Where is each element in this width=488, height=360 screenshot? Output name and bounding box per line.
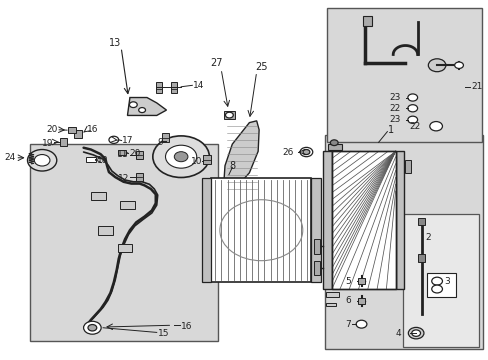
Bar [118, 150, 126, 155]
Text: 14: 14 [193, 81, 204, 90]
Bar [417, 253, 425, 262]
Text: 8: 8 [229, 161, 235, 171]
Bar [426, 273, 455, 297]
Bar [136, 173, 143, 181]
Text: 2: 2 [424, 233, 429, 242]
Bar [313, 261, 319, 275]
Bar [405, 160, 410, 173]
Circle shape [407, 94, 417, 101]
Text: 15: 15 [158, 329, 169, 338]
Bar [357, 298, 365, 304]
Text: 26: 26 [281, 148, 293, 157]
Bar [201, 178, 211, 282]
Bar [357, 278, 365, 284]
Text: 19: 19 [42, 139, 53, 148]
Text: 22: 22 [409, 122, 420, 131]
Bar [30, 144, 217, 341]
Bar [328, 144, 341, 150]
Bar [224, 111, 234, 119]
Bar [68, 127, 76, 134]
Bar [331, 151, 395, 289]
Circle shape [355, 320, 366, 328]
Bar [311, 178, 321, 282]
Bar [86, 157, 96, 162]
Text: 23: 23 [388, 115, 400, 124]
Circle shape [139, 108, 145, 113]
Bar [74, 130, 81, 138]
Circle shape [303, 149, 309, 154]
Circle shape [88, 324, 97, 331]
Bar [363, 16, 371, 26]
Polygon shape [127, 98, 166, 116]
Text: 1: 1 [387, 125, 394, 135]
Circle shape [407, 116, 417, 123]
Bar [402, 214, 478, 347]
Text: 20: 20 [47, 125, 58, 134]
Bar [326, 303, 335, 306]
Circle shape [83, 321, 101, 334]
Bar [161, 134, 169, 142]
Text: 12: 12 [117, 175, 129, 184]
Text: 21: 21 [470, 82, 482, 91]
Bar [327, 8, 482, 142]
Circle shape [407, 327, 423, 339]
Text: 24: 24 [4, 153, 16, 162]
Text: 16: 16 [181, 322, 192, 331]
Bar [91, 192, 105, 201]
Text: 9: 9 [158, 138, 163, 147]
Bar [313, 239, 319, 253]
Bar [60, 138, 67, 146]
Polygon shape [224, 121, 259, 194]
Bar [98, 226, 113, 234]
Circle shape [429, 122, 442, 131]
Text: 7: 7 [345, 320, 350, 329]
Text: 23: 23 [388, 93, 400, 102]
Bar [325, 135, 483, 348]
Circle shape [300, 147, 312, 157]
Circle shape [27, 149, 57, 171]
Circle shape [431, 285, 442, 293]
Text: 18: 18 [97, 156, 108, 165]
Text: 4: 4 [395, 329, 401, 338]
Circle shape [427, 59, 445, 72]
Text: 13: 13 [109, 38, 121, 48]
Circle shape [454, 62, 463, 68]
Bar [417, 219, 424, 225]
Bar [120, 201, 135, 210]
Circle shape [174, 152, 187, 162]
Circle shape [225, 112, 233, 118]
Bar [170, 82, 176, 93]
Bar [118, 244, 132, 252]
Text: 3: 3 [444, 276, 449, 285]
Bar [331, 151, 395, 289]
Circle shape [34, 154, 50, 166]
Circle shape [407, 105, 417, 112]
Circle shape [165, 145, 196, 168]
Circle shape [411, 330, 420, 336]
Bar [326, 292, 338, 297]
Text: 27: 27 [210, 58, 223, 68]
Text: 22: 22 [388, 104, 400, 113]
Bar [136, 150, 143, 159]
Circle shape [330, 140, 337, 145]
Text: 10: 10 [190, 157, 202, 166]
Circle shape [109, 136, 119, 143]
Circle shape [153, 136, 209, 177]
Text: 16: 16 [87, 125, 98, 134]
Circle shape [129, 102, 137, 108]
Text: 20: 20 [129, 149, 140, 158]
Text: 5: 5 [345, 276, 350, 285]
Text: 6: 6 [345, 296, 350, 305]
Bar [203, 155, 210, 164]
Bar [211, 178, 311, 282]
Bar [323, 151, 331, 289]
Text: 25: 25 [255, 62, 267, 72]
Bar [395, 151, 404, 289]
Circle shape [431, 277, 442, 285]
Bar [156, 82, 162, 93]
Text: 17: 17 [122, 136, 133, 145]
Text: 11: 11 [117, 150, 129, 159]
